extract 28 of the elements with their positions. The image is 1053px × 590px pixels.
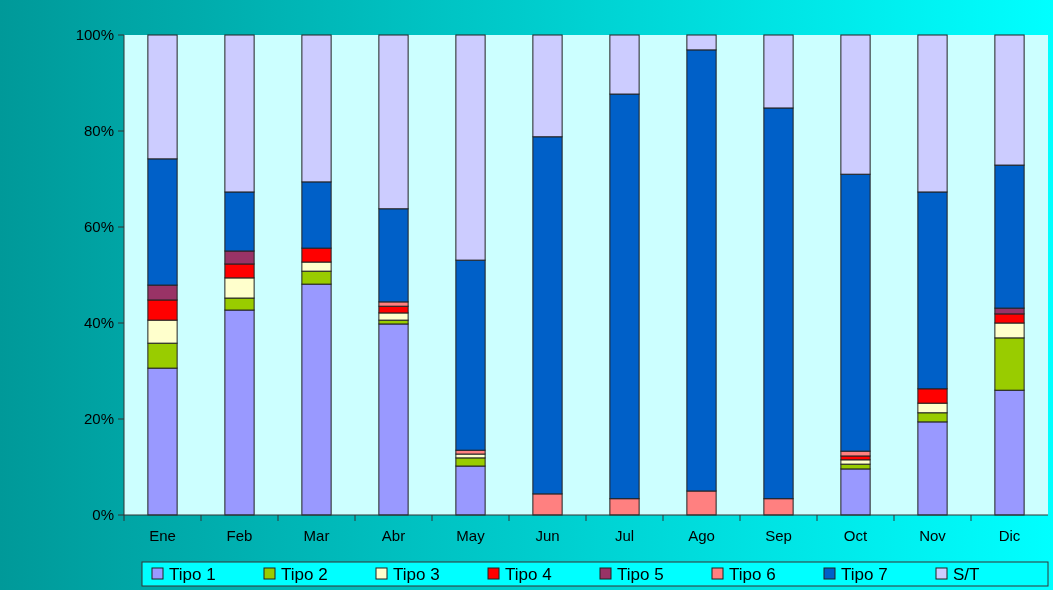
y-tick-label: 20% <box>83 410 114 428</box>
bar <box>378 323 409 516</box>
x-tick-label: Mar <box>303 527 330 544</box>
y-tick-label: 40% <box>83 314 114 332</box>
x-tick-label: Jul <box>614 527 635 544</box>
x-tick-label: Ene <box>149 527 176 544</box>
x-tick-label: May <box>456 527 486 544</box>
legend-label: Tipo 6 <box>729 565 776 585</box>
x-tick-label: Ago <box>688 527 715 544</box>
x-tick-label: Dic <box>998 527 1021 544</box>
x-tick-label: Jun <box>535 527 560 544</box>
legend-label: Tipo 7 <box>841 565 888 585</box>
x-tick-label: Nov <box>919 527 947 544</box>
y-tick-label: 0% <box>92 506 114 524</box>
y-tick-label: 80% <box>83 122 114 140</box>
x-tick-label: Oct <box>843 527 868 544</box>
legend-label: S/T <box>953 565 980 585</box>
y-tick-label: 100% <box>75 26 114 44</box>
legend-label: Tipo 4 <box>505 565 552 585</box>
legend-label: Tipo 5 <box>617 565 664 585</box>
legend-label: Tipo 3 <box>393 565 440 585</box>
x-tick-label: Feb <box>226 527 253 544</box>
bar <box>840 468 871 516</box>
legend-label: Tipo 2 <box>281 565 328 585</box>
x-tick-label: Abr <box>381 527 406 544</box>
legend-label: Tipo 1 <box>169 565 216 585</box>
x-tick-label: Sep <box>765 527 792 544</box>
y-tick-label: 60% <box>83 218 114 236</box>
